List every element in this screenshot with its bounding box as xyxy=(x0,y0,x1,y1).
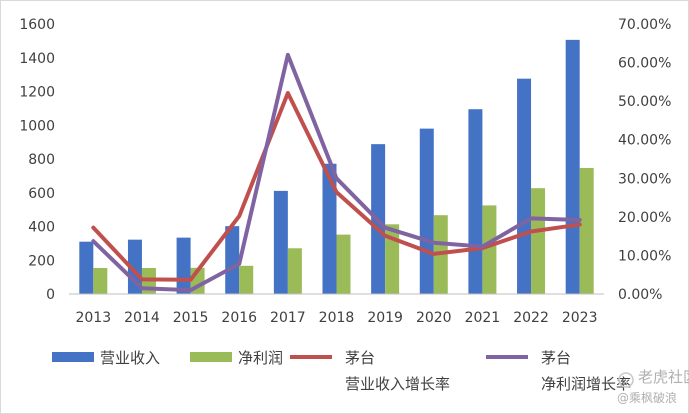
x-tick-label: 2015 xyxy=(173,310,209,326)
legend-label: 茅台 xyxy=(345,349,375,367)
legend-item: 营业收入 xyxy=(52,349,160,367)
lines-layer xyxy=(91,52,582,293)
y-axis-right: 0.00% 10.00% 20.00% 30.00% 40.00% 50.00% 60.00… xyxy=(618,17,671,303)
legend-swatch xyxy=(190,352,232,362)
bar-revenue xyxy=(322,163,337,294)
bar-revenue xyxy=(517,78,532,294)
bar-revenue xyxy=(468,109,483,294)
x-tick-label: 2022 xyxy=(513,310,549,326)
y-right-tick-label: 30.00% xyxy=(618,171,671,187)
legend-item: 净利润 xyxy=(190,349,283,367)
y-right-tick-label: 20.00% xyxy=(618,210,671,226)
x-tick-label: 2020 xyxy=(416,310,452,326)
x-tick-label: 2018 xyxy=(319,310,355,326)
legend-label: 营业收入增长率 xyxy=(345,375,450,393)
x-tick-label: 2019 xyxy=(367,310,403,326)
legend-label: 净利润 xyxy=(238,349,283,367)
bar-revenue xyxy=(273,190,288,294)
y-right-tick-label: 60.00% xyxy=(618,56,671,72)
x-tick-label: 2013 xyxy=(75,310,111,326)
x-axis-labels: 2013 2014 2015 2016 2017 2018 2019 2020 2021 2022… xyxy=(75,310,597,326)
y-left-tick-label: 400 xyxy=(28,220,55,236)
x-tick-label: 2014 xyxy=(124,310,160,326)
y-left-tick-label: 1600 xyxy=(19,17,55,33)
y-left-tick-label: 0 xyxy=(46,287,55,303)
y-right-tick-label: 40.00% xyxy=(618,133,671,149)
y-left-tick-label: 800 xyxy=(28,152,55,168)
x-tick-label: 2021 xyxy=(465,310,501,326)
bar-net-profit xyxy=(531,188,546,294)
x-tick-label: 2017 xyxy=(270,310,306,326)
bar-net-profit xyxy=(93,268,108,294)
watermark-line2: @乘枫破浪 xyxy=(617,390,677,405)
legend-swatch xyxy=(52,352,94,362)
watermark-line1: 老虎社区 xyxy=(638,368,689,386)
y-left-tick-label: 200 xyxy=(28,253,55,269)
legend-label: 茅台 xyxy=(541,349,571,367)
y-right-tick-label: 0.00% xyxy=(618,287,662,303)
legend-label: 净利润增长率 xyxy=(541,375,631,393)
bar-net-profit xyxy=(336,234,351,294)
y-left-tick-label: 600 xyxy=(28,186,55,202)
bar-revenue xyxy=(176,237,191,294)
bar-net-profit xyxy=(482,205,497,294)
y-right-tick-label: 10.00% xyxy=(618,248,671,264)
watermark: 老虎社区 @乘枫破浪 xyxy=(617,368,689,405)
y-left-tick-label: 1400 xyxy=(19,51,55,67)
y-right-tick-label: 50.00% xyxy=(618,94,671,110)
bar-net-profit xyxy=(287,248,302,294)
bar-revenue xyxy=(419,128,434,294)
watermark-logo xyxy=(618,372,634,388)
bar-revenue xyxy=(225,226,240,294)
y-right-tick-label: 70.00% xyxy=(618,17,671,33)
line-revenue-growth xyxy=(91,91,582,282)
x-tick-label: 2016 xyxy=(221,310,257,326)
bar-revenue xyxy=(565,39,580,294)
line-net-profit-growth xyxy=(91,52,582,293)
bar-net-profit xyxy=(579,167,594,294)
y-left-tick-label: 1200 xyxy=(19,85,55,101)
bar-net-profit xyxy=(239,265,254,294)
y-axis-left: 0 200 400 600 800 1000 1200 1400 1600 xyxy=(19,17,55,303)
y-left-tick-label: 1000 xyxy=(19,118,55,134)
legend-label: 营业收入 xyxy=(100,349,160,367)
bar-revenue xyxy=(79,241,94,294)
bars-layer xyxy=(79,39,594,294)
x-tick-label: 2023 xyxy=(562,310,598,326)
